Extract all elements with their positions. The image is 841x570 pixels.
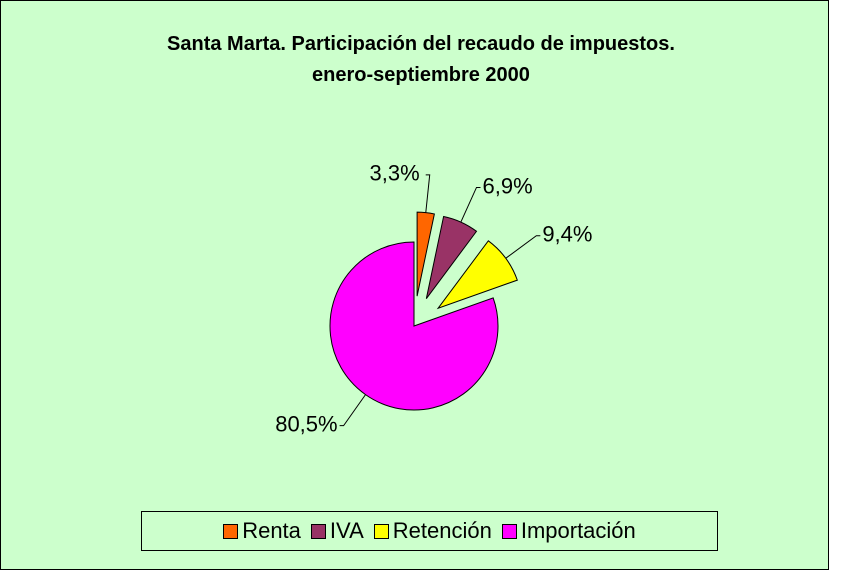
legend-item: Importación (501, 518, 636, 544)
legend-item: Renta (223, 518, 301, 544)
data-label: 6,9% (482, 173, 532, 198)
pie-slice (436, 240, 518, 310)
data-label: 9,4% (542, 222, 592, 247)
legend-swatch (501, 523, 517, 539)
leader-line (425, 174, 431, 213)
legend-label: IVA (329, 518, 364, 543)
legend-swatch (223, 523, 239, 539)
legend-swatch (310, 523, 326, 539)
pie-slice (329, 241, 499, 411)
legend-swatch (373, 523, 389, 539)
leader-line (460, 186, 481, 223)
chart-title: Santa Marta. Participación del recaudo d… (167, 33, 675, 86)
data-label: 3,3% (370, 161, 420, 186)
legend: Renta IVA Retención Importación (141, 511, 718, 551)
data-label: 80,5% (275, 411, 337, 436)
pie-slice (425, 215, 478, 299)
legend-item: IVA (310, 518, 364, 544)
legend-label: Retención (392, 518, 492, 543)
legend-label: Renta (242, 518, 301, 543)
leader-line (505, 235, 541, 259)
leader-line (339, 394, 366, 427)
legend-item: Retención (373, 518, 492, 544)
plot: 3,3% 6,9% 9,4% 80,5% (275, 161, 592, 437)
legend-label: Importación (520, 518, 636, 543)
